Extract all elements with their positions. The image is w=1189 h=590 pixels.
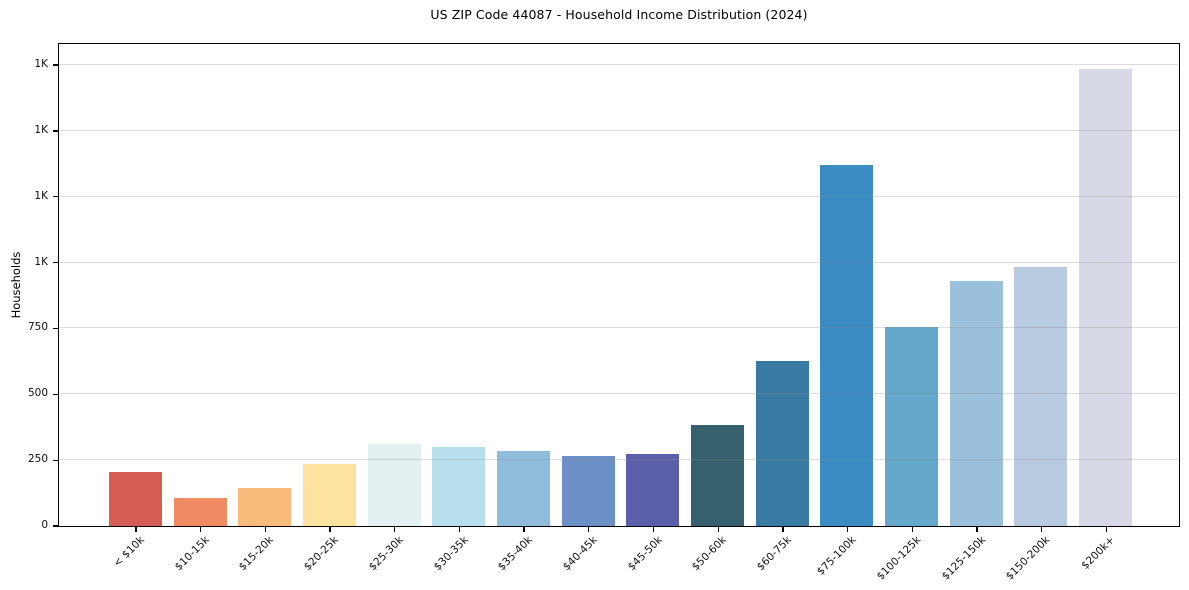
x-tick — [264, 527, 267, 532]
y-tick-label: 1K — [34, 58, 48, 71]
y-tick-mark — [52, 130, 58, 132]
y-axis-label: Households — [9, 251, 23, 319]
bar-slot: $50-60k — [685, 44, 750, 573]
bar-$35-40k — [496, 450, 550, 526]
x-tick — [846, 527, 849, 532]
x-tick — [782, 527, 784, 532]
bar-$10-15k — [173, 498, 227, 526]
bars-container: < $10k $10-15k $15-20k $20-25k $25-30k $30-35… — [59, 44, 1179, 583]
x-tick-label: $20-25k — [301, 534, 341, 574]
bar-slot: $60-75k — [750, 44, 815, 573]
bar-$15-20k — [238, 487, 292, 526]
bar-slot: $25-30k — [362, 44, 427, 573]
bar-$150-200k — [1014, 266, 1068, 526]
x-tick — [135, 527, 137, 532]
bar-$50-60k — [691, 424, 745, 526]
bar-slot: $150-200k — [1004, 44, 1074, 583]
bar-< $10k — [108, 472, 162, 526]
y-tick-mark — [52, 393, 58, 396]
x-tick-label: $60-75k — [754, 534, 794, 574]
x-tick — [394, 527, 396, 532]
bar-slot: $200k+ — [1073, 44, 1138, 572]
x-tick-label: $100-125k — [874, 534, 924, 583]
x-tick-label: $10-15k — [172, 534, 212, 574]
y-tick-label: 1K — [34, 123, 48, 136]
bar-$30-35k — [432, 446, 486, 526]
bar-slot: $10-15k — [168, 44, 233, 573]
chart-title: US ZIP Code 44087 - Household Income Dis… — [430, 7, 808, 22]
x-tick-label: $125-150k — [939, 534, 988, 583]
y-tick-label: 1K — [34, 255, 48, 268]
x-tick — [458, 527, 461, 532]
y-tick-label: 750 — [27, 321, 48, 334]
x-tick-label: $150-200k — [1003, 534, 1053, 583]
x-tick — [523, 527, 525, 532]
y-tick-mark — [52, 327, 58, 330]
bar-slot: $40-45k — [556, 44, 621, 573]
y-tick-label: 250 — [27, 453, 48, 466]
y-tick-mark — [52, 525, 58, 527]
x-tick — [652, 527, 655, 532]
x-tick-label: $35-40k — [495, 534, 535, 574]
x-tick — [911, 527, 913, 532]
y-tick-label: 0 — [41, 519, 48, 531]
bar-$20-25k — [302, 464, 356, 526]
x-tick-label: < $10k — [111, 534, 147, 570]
x-tick-label: $50-60k — [689, 534, 730, 574]
y-tick-mark — [52, 64, 58, 66]
bar-slot: $100-125k — [875, 44, 944, 583]
y-tick-mark — [52, 262, 58, 264]
x-tick — [717, 527, 719, 532]
y-tick-label: 500 — [27, 387, 48, 400]
bar-slot: $20-25k — [297, 44, 362, 573]
x-tick-label: $45-50k — [625, 534, 665, 574]
bar-$75-100k — [820, 165, 874, 526]
bar-$25-30k — [367, 444, 421, 526]
bar-slot: $35-40k — [491, 44, 556, 573]
bar-slot: $15-20k — [232, 44, 297, 573]
bar-slot: < $10k — [103, 44, 168, 570]
x-tick — [1105, 527, 1107, 532]
x-tick — [1040, 527, 1043, 532]
bar-slot: $30-35k — [426, 44, 491, 573]
bar-$40-45k — [561, 455, 615, 526]
x-tick-label: $75-100k — [814, 534, 859, 578]
x-tick-label: $30-35k — [431, 534, 471, 574]
x-tick-label: $200k+ — [1079, 534, 1118, 572]
bar-$200k+ — [1079, 69, 1133, 526]
bar-slot: $75-100k — [815, 44, 880, 578]
bar-slot: $45-50k — [621, 44, 686, 573]
bar-$125-150k — [949, 281, 1003, 526]
y-tick-mark — [52, 196, 58, 198]
x-tick-label: $15-20k — [237, 534, 277, 574]
x-tick — [200, 527, 202, 532]
bar-$60-75k — [755, 361, 809, 526]
x-tick-label: $25-30k — [366, 534, 406, 574]
x-tick-label: $40-45k — [560, 534, 600, 574]
bar-$100-125k — [885, 326, 939, 526]
y-tick-label: 1K — [34, 189, 48, 202]
x-tick — [329, 527, 331, 532]
x-tick — [976, 527, 978, 532]
x-tick — [588, 527, 590, 532]
bar-slot: $125-150k — [939, 44, 1009, 583]
bar-$45-50k — [626, 454, 680, 526]
plot-area: < $10k $10-15k $15-20k $20-25k $25-30k $30-35… — [28, 43, 1180, 583]
y-tick-mark — [52, 459, 58, 461]
